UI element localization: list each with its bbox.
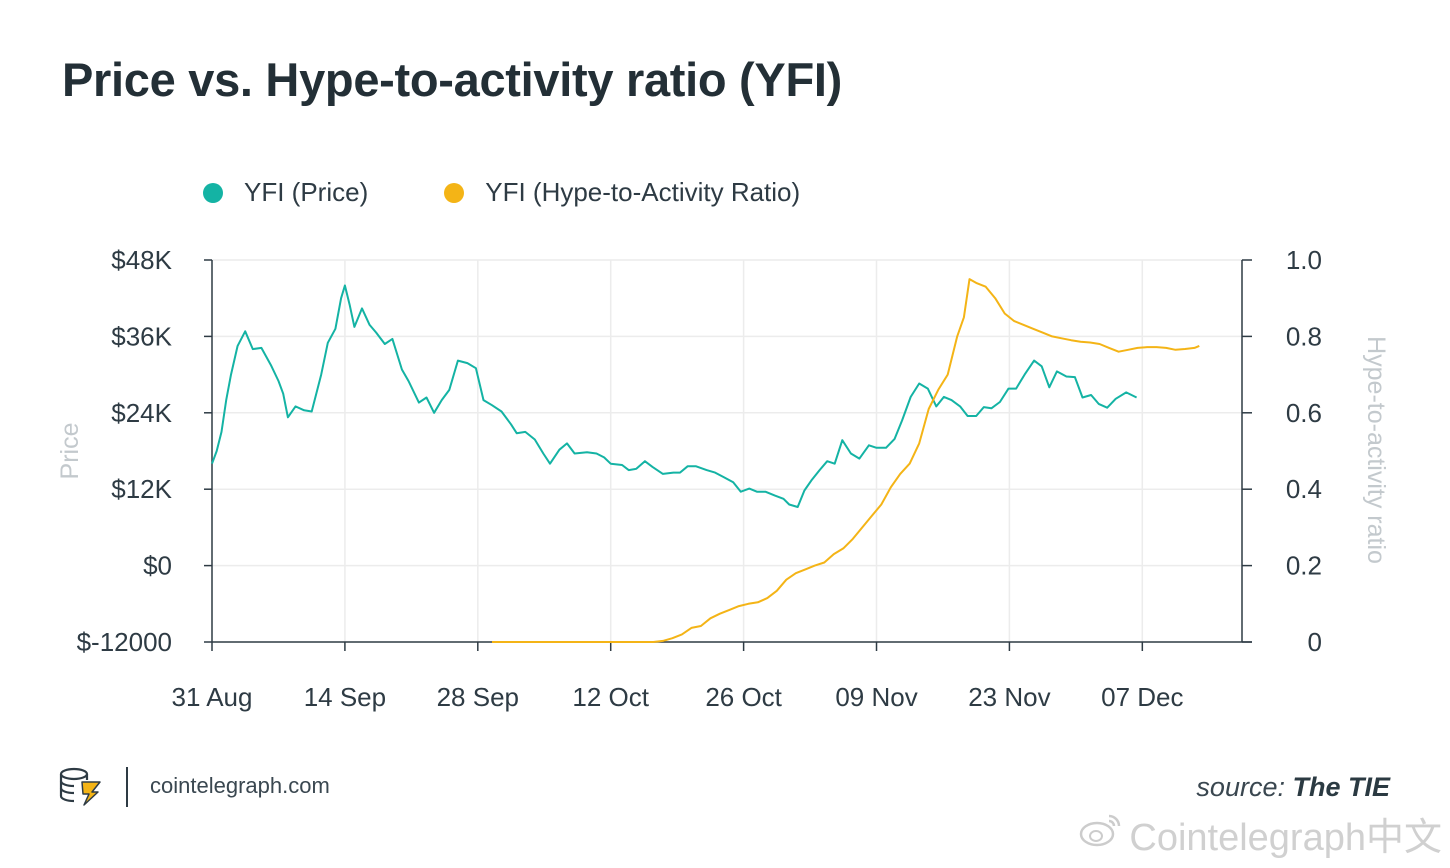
watermark: Cointelegraph中文 (1079, 806, 1442, 861)
y2-axis-title: Hype-to-activity ratio (1362, 336, 1390, 564)
grid-layer (212, 259, 1242, 642)
y2-tick-label: 1.0 (1286, 245, 1322, 275)
x-tick-label: 14 Sep (304, 682, 386, 712)
y2-tick-label: 0 (1308, 627, 1322, 657)
x-tick-label: 09 Nov (835, 682, 917, 712)
cointelegraph-logo-icon (58, 766, 104, 811)
chart-title: Price vs. Hype-to-activity ratio (YFI) (62, 53, 842, 106)
x-tick-label: 26 Oct (705, 682, 782, 712)
axes-layer (204, 259, 1252, 651)
watermark-text: Cointelegraph中文 (1129, 817, 1442, 859)
legend-item-hype[interactable]: YFI (Hype-to-Activity Ratio) (444, 177, 800, 208)
hype-ratio-series-line (492, 278, 1200, 643)
weibo-icon (1079, 810, 1123, 858)
y-tick-label: $24K (111, 398, 172, 428)
y-tick-label: $48K (111, 245, 172, 275)
legend-dot-price (203, 182, 223, 203)
y2-tick-label: 0.4 (1286, 474, 1322, 504)
source-label: source: (1196, 772, 1285, 802)
legend-label-price: YFI (Price) (244, 177, 369, 207)
y2-tick-label: 0.6 (1286, 398, 1322, 428)
y2-tick-label: 0.8 (1286, 321, 1322, 351)
x-tick-label: 31 Aug (172, 682, 253, 712)
legend-label-hype: YFI (Hype-to-Activity Ratio) (485, 177, 801, 207)
x-tick-label: 07 Dec (1101, 682, 1183, 712)
x-tick-label: 23 Nov (968, 682, 1050, 712)
footer-site-link[interactable]: cointelegraph.com (150, 773, 330, 798)
y-axis-title: Price (56, 423, 84, 480)
legend-dot-hype (444, 182, 465, 203)
series-layer (211, 278, 1200, 643)
footer-divider (126, 767, 128, 807)
y2-tick-label: 0.2 (1286, 551, 1322, 581)
y-tick-label: $12K (111, 474, 172, 504)
y-tick-label: $-12000 (77, 627, 172, 657)
legend-item-price[interactable]: YFI (Price) (203, 177, 368, 208)
x-tick-label: 28 Sep (437, 682, 519, 712)
y-tick-label: $0 (143, 551, 172, 581)
x-tick-label: 12 Oct (572, 682, 649, 712)
price-series-line (211, 284, 1138, 508)
y-tick-label: $36K (111, 321, 172, 351)
source-credit: source: The TIE (1196, 772, 1390, 803)
legend: YFI (Price) YFI (Hype-to-Activity Ratio) (203, 177, 876, 208)
source-name: The TIE (1292, 772, 1390, 802)
